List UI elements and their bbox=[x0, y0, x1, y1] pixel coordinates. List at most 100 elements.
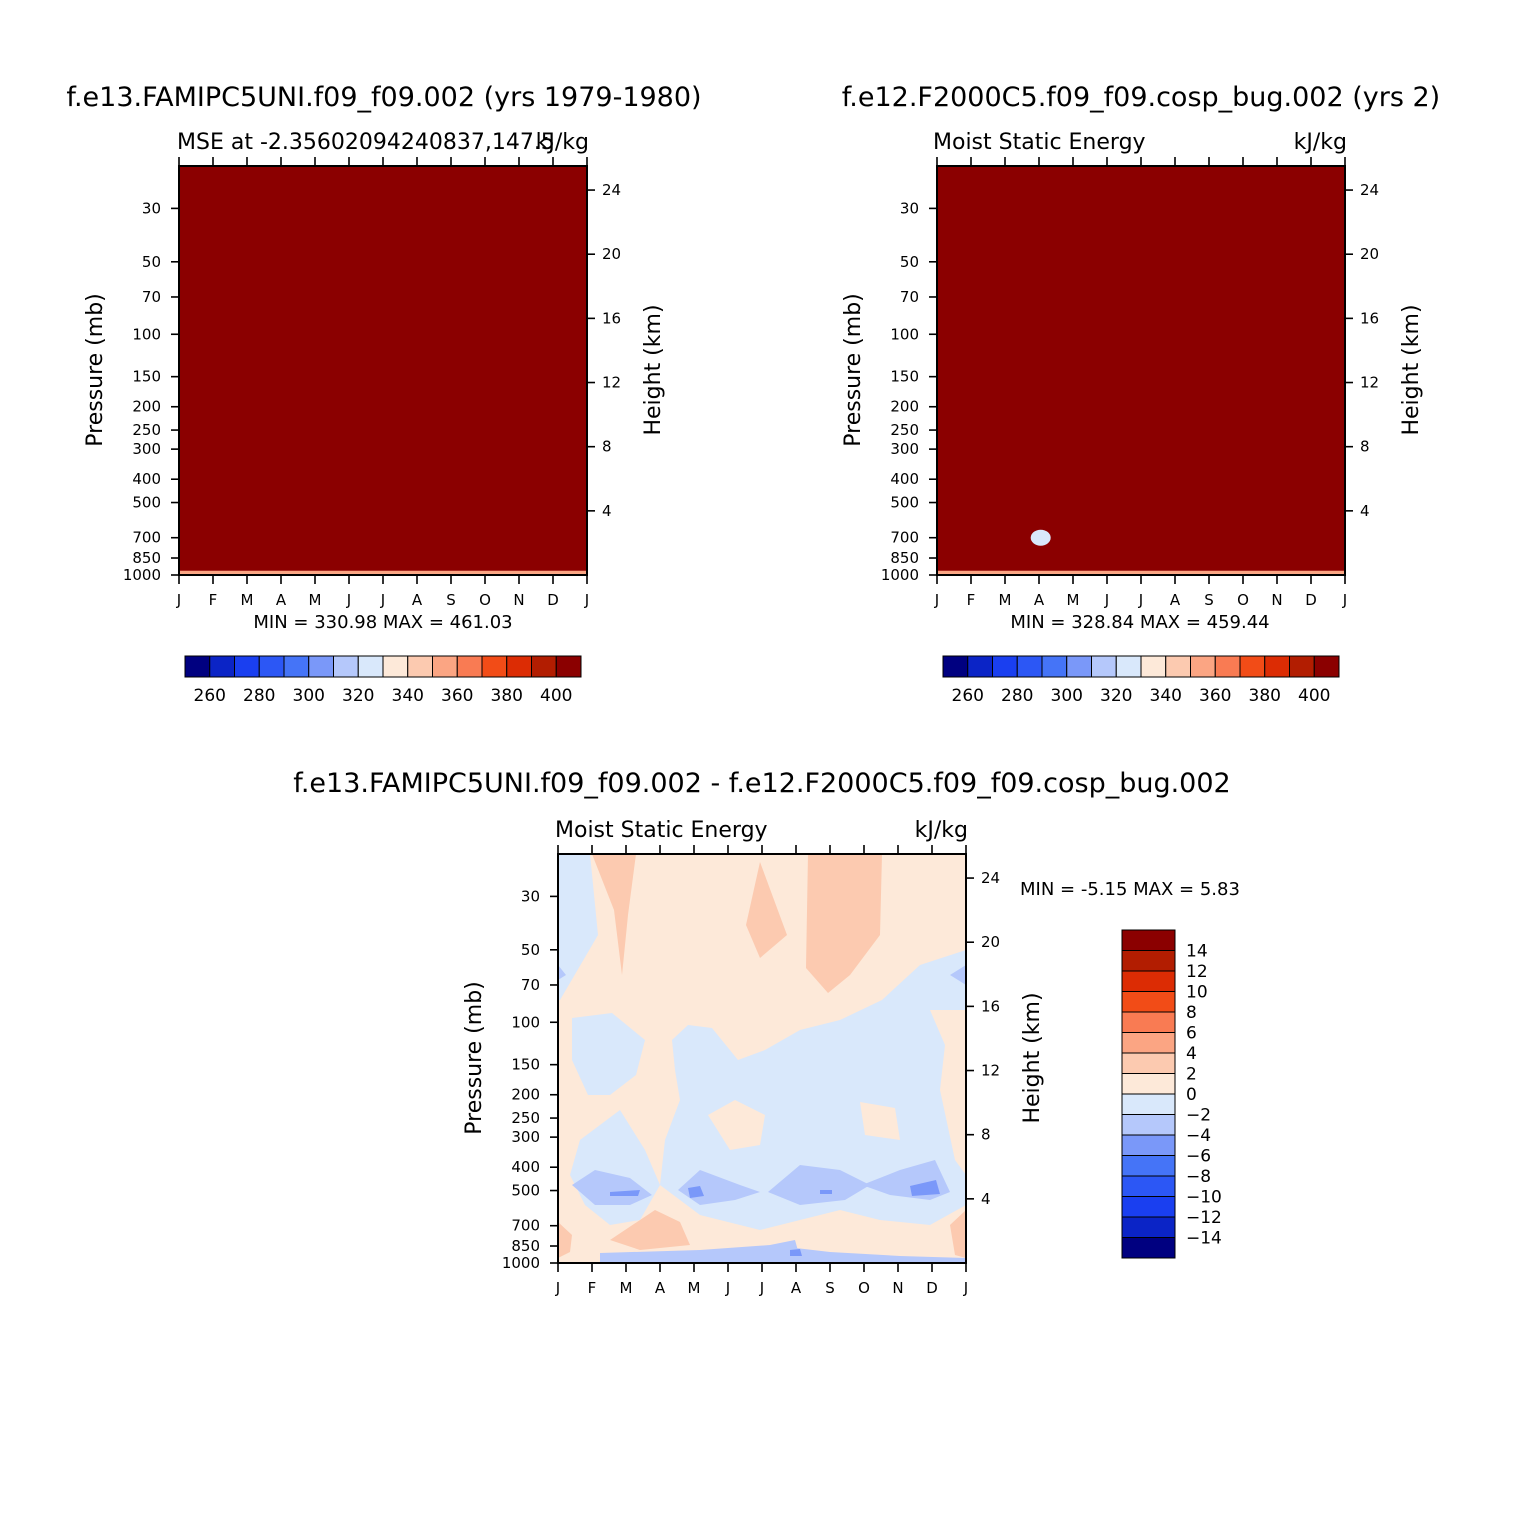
pressure-tick-label: 1000 bbox=[881, 566, 919, 584]
diff-region-neg3 bbox=[688, 1186, 704, 1198]
colorbar-label: −4 bbox=[1186, 1126, 1211, 1146]
colorbar-label: 6 bbox=[1186, 1024, 1197, 1044]
colorbar-box bbox=[407, 655, 433, 678]
pressure-tick-label: 100 bbox=[890, 325, 919, 343]
colorbar-box bbox=[333, 655, 359, 678]
panel-diff: f.e13.FAMIPC5UNI.f09_f09.002 - f.e12.F20… bbox=[293, 768, 1240, 1297]
pressure-tick-label: 70 bbox=[900, 288, 919, 306]
month-tick-label: J bbox=[725, 1279, 730, 1297]
month-tick-label: S bbox=[1204, 591, 1214, 609]
pressure-tick-label: 70 bbox=[142, 288, 161, 306]
colorbar-box bbox=[1121, 1216, 1176, 1238]
height-tick-label: 24 bbox=[602, 181, 621, 199]
height-tick-label: 8 bbox=[981, 1126, 991, 1144]
diff-region-pos2 bbox=[558, 1222, 572, 1258]
diff-region-neg3 bbox=[790, 1249, 802, 1256]
colorbar-label: −6 bbox=[1186, 1147, 1211, 1167]
pressure-tick-label: 150 bbox=[890, 368, 919, 386]
colorbar-box bbox=[1121, 1032, 1176, 1054]
contour-band-400 bbox=[937, 166, 1345, 575]
pressure-tick-label: 850 bbox=[511, 1237, 540, 1255]
colorbar-box bbox=[1121, 1011, 1176, 1033]
colorbar-box bbox=[1121, 1134, 1176, 1156]
pressure-tick-label: 150 bbox=[132, 368, 161, 386]
month-tick-label: O bbox=[1237, 591, 1249, 609]
month-tick-label: J bbox=[963, 1279, 968, 1297]
colorbar-label: 380 bbox=[491, 686, 523, 706]
panel-diff-min-max: MIN = -5.15 MAX = 5.83 bbox=[1020, 879, 1240, 900]
pressure-tick-label: 30 bbox=[142, 199, 161, 217]
colorbar-box bbox=[1239, 655, 1266, 678]
colorbar-box bbox=[357, 655, 384, 678]
height-tick-label: 20 bbox=[1360, 245, 1379, 263]
month-tick-label: M bbox=[1067, 591, 1080, 609]
month-tick-label: A bbox=[412, 591, 423, 609]
height-tick-label: 20 bbox=[981, 933, 1000, 951]
panel-2-y-label-right: Height (km) bbox=[1399, 304, 1424, 435]
diff-region-neg2 bbox=[572, 1170, 652, 1205]
month-tick-label: D bbox=[926, 1279, 938, 1297]
colorbar-label: 12 bbox=[1186, 962, 1208, 982]
height-tick-label: 12 bbox=[602, 374, 621, 392]
height-tick-label: 20 bbox=[602, 245, 621, 263]
pressure-tick-label: 700 bbox=[511, 1217, 540, 1235]
month-tick-label: J bbox=[380, 591, 385, 609]
colorbar-label: 300 bbox=[293, 686, 325, 706]
colorbar-box bbox=[382, 655, 409, 678]
pressure-tick-label: 250 bbox=[511, 1109, 540, 1127]
month-tick-label: S bbox=[446, 591, 456, 609]
colorbar-label: 8 bbox=[1186, 1003, 1197, 1023]
month-tick-label: M bbox=[999, 591, 1012, 609]
panel-2-colorbar: 260 280 300 320 340 360 380 400 bbox=[942, 655, 1340, 706]
colorbar-box bbox=[308, 655, 334, 678]
colorbar-box bbox=[1091, 655, 1117, 678]
height-tick-label: 12 bbox=[981, 1062, 1000, 1080]
month-tick-label: J bbox=[176, 591, 181, 609]
pressure-tick-label: 300 bbox=[132, 440, 161, 458]
colorbar-box bbox=[1016, 655, 1043, 678]
pressure-tick-label: 500 bbox=[132, 494, 161, 512]
month-tick-label: F bbox=[588, 1279, 597, 1297]
diff-region-neg2 bbox=[950, 965, 966, 985]
colorbar-label: 360 bbox=[441, 686, 473, 706]
pressure-tick-label: 50 bbox=[900, 253, 919, 271]
height-tick-label: 16 bbox=[981, 997, 1000, 1015]
colorbar-box bbox=[1121, 1073, 1176, 1095]
month-tick-label: M bbox=[241, 591, 254, 609]
panel-2-contour-field bbox=[937, 166, 1345, 575]
colorbar-label: 320 bbox=[342, 686, 374, 706]
colorbar-box bbox=[531, 655, 557, 678]
colorbar-box bbox=[481, 655, 508, 678]
diff-region-pos2 bbox=[746, 862, 787, 958]
colorbar-box bbox=[1121, 950, 1176, 972]
panel-2: f.e12.F2000C5.f09_f09.cosp_bug.002 (yrs … bbox=[841, 82, 1440, 706]
colorbar-box bbox=[1121, 1093, 1176, 1115]
colorbar-label: 400 bbox=[540, 686, 572, 706]
diff-region-neg2 bbox=[558, 965, 566, 980]
colorbar-label: 260 bbox=[952, 686, 984, 706]
panel-1-contour-field bbox=[179, 166, 587, 575]
colorbar-label: 260 bbox=[194, 686, 226, 706]
diff-region-neg3 bbox=[820, 1190, 832, 1194]
colorbar-box bbox=[1140, 655, 1167, 678]
colorbar-box bbox=[1121, 970, 1176, 992]
colorbar-box bbox=[1121, 1114, 1176, 1136]
colorbar-box bbox=[1115, 655, 1142, 678]
colorbar-box bbox=[258, 655, 285, 678]
diff-region-neg bbox=[660, 950, 966, 1230]
month-tick-label: J bbox=[759, 1279, 764, 1297]
pressure-tick-label: 250 bbox=[132, 421, 161, 439]
pressure-tick-label: 400 bbox=[511, 1158, 540, 1176]
height-tick-label: 4 bbox=[602, 502, 612, 520]
month-tick-label: N bbox=[1271, 591, 1282, 609]
height-tick-label: 4 bbox=[1360, 502, 1370, 520]
diff-region-neg2 bbox=[768, 1165, 870, 1205]
month-tick-label: O bbox=[479, 591, 491, 609]
diff-region-neg bbox=[558, 854, 598, 1000]
colorbar-box bbox=[1066, 655, 1092, 678]
month-tick-label: J bbox=[1342, 591, 1347, 609]
colorbar-box bbox=[1121, 1237, 1176, 1259]
colorbar-label: −10 bbox=[1186, 1188, 1222, 1208]
